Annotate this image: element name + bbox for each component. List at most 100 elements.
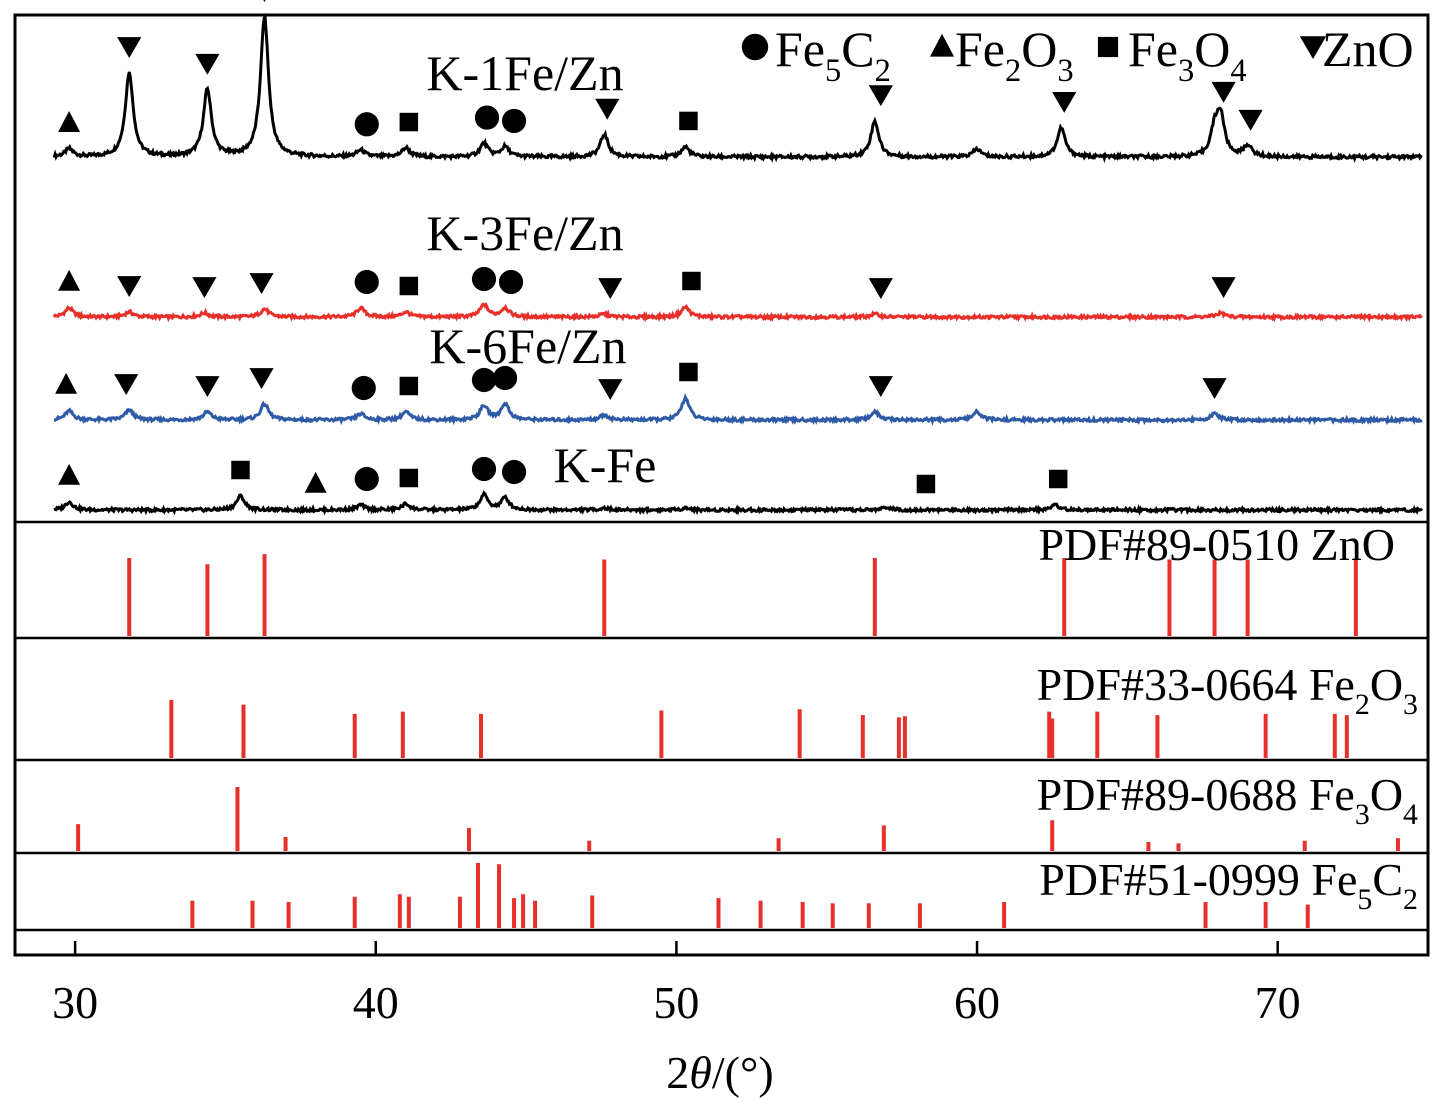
- phase-marker-circle: [492, 365, 518, 391]
- phase-marker-triangle-down: [114, 374, 139, 395]
- reference-label-part: 3: [1355, 798, 1370, 831]
- legend-item: ZnO: [1299, 21, 1414, 77]
- legend-item: Fe5C2: [741, 21, 891, 89]
- legend-label-part: 3: [1178, 53, 1194, 89]
- phase-marker-circle: [501, 108, 527, 134]
- legend-label-part: 4: [1230, 53, 1246, 89]
- x-tick-label: 50: [653, 977, 699, 1028]
- reference-label-part: PDF#51-0999 Fe: [1039, 854, 1357, 905]
- phase-marker-square: [679, 362, 698, 382]
- diffraction-curve: [53, 490, 1424, 516]
- phase-marker-circle: [354, 112, 379, 137]
- reference-label-part: PDF#89-0510 ZnO: [1038, 519, 1395, 570]
- reference-label-part: PDF#33-0664 Fe: [1037, 659, 1355, 710]
- legend-label: Fe3O4: [1128, 21, 1247, 89]
- legend-marker-triangle-down: [1299, 36, 1327, 59]
- x-tick-label: 40: [353, 977, 399, 1028]
- phase-marker-triangle-down: [868, 85, 893, 107]
- phase-marker-square: [399, 112, 419, 132]
- diffraction-series: K-1Fe/Zn: [52, 0, 1423, 164]
- legend-label-part: Fe: [1128, 21, 1178, 77]
- phase-marker-triangle-up: [58, 111, 81, 132]
- phase-marker-triangle-down: [595, 98, 620, 120]
- x-tick-label: 60: [954, 977, 1000, 1028]
- phase-marker-triangle-down: [195, 53, 220, 75]
- phase-marker-triangle-down: [1211, 81, 1236, 103]
- x-axis-title-part: 2: [666, 1047, 689, 1098]
- reference-label-part: PDF#89-0688 Fe: [1037, 769, 1355, 820]
- phase-marker-circle: [471, 367, 497, 393]
- legend-label-part: 2: [875, 53, 891, 89]
- phase-marker-triangle-down: [249, 368, 274, 389]
- reference-pattern: PDF#89-0510 ZnO: [127, 519, 1395, 636]
- legend-marker-square: [1097, 36, 1119, 58]
- reference-label-part: 3: [1403, 688, 1418, 721]
- reference-label-part: 4: [1403, 798, 1418, 831]
- phase-marker-triangle-down: [868, 278, 893, 299]
- reference-label-part: C: [1372, 854, 1403, 905]
- phase-marker-square: [399, 468, 419, 488]
- phase-marker-triangle-down: [1211, 277, 1236, 298]
- phase-marker-triangle-down: [117, 37, 142, 58]
- phase-marker-square: [399, 276, 419, 296]
- phase-marker-triangle-down: [192, 277, 217, 298]
- legend-label-part: O: [1194, 21, 1230, 77]
- legend: Fe5C2 Fe2O3 Fe3O4 ZnO: [741, 21, 1414, 89]
- diffraction-curve: [52, 12, 1423, 164]
- x-tick-label: 30: [52, 977, 98, 1028]
- legend-marker-triangle-up: [930, 33, 954, 57]
- legend-label-part: ZnO: [1322, 21, 1414, 77]
- series-label: K-1Fe/Zn: [426, 45, 623, 101]
- series-label: K-3Fe/Zn: [426, 205, 623, 261]
- reference-label-part: 2: [1403, 883, 1418, 916]
- phase-marker-triangle-down: [195, 376, 220, 397]
- reference-label: PDF#51-0999 Fe5C2: [1039, 854, 1418, 916]
- reference-pattern: PDF#51-0999 Fe5C2: [190, 854, 1418, 928]
- x-axis-title-part: θ: [689, 1047, 712, 1098]
- legend-label: Fe2O3: [955, 21, 1074, 89]
- x-tick-label: 70: [1255, 977, 1301, 1028]
- x-axis-title-part: /(°): [712, 1047, 774, 1098]
- diffraction-curve: [53, 393, 1423, 426]
- phase-marker-triangle-down: [1238, 109, 1263, 131]
- legend-marker-circle: [741, 33, 769, 61]
- legend-item: Fe3O4: [1097, 21, 1247, 89]
- reference-label: PDF#89-0688 Fe3O4: [1037, 769, 1418, 831]
- plot-border: [13, 13, 1430, 957]
- legend-label-part: Fe: [775, 21, 825, 77]
- legend-label: ZnO: [1322, 21, 1414, 77]
- phase-marker-square: [682, 271, 701, 291]
- phase-marker-triangle-up: [55, 372, 78, 394]
- legend-label-part: 5: [825, 53, 841, 89]
- reference-label: PDF#33-0664 Fe2O3: [1037, 659, 1418, 721]
- phase-marker-square: [1048, 469, 1068, 489]
- phase-marker-triangle-down: [598, 379, 623, 400]
- reference-label-part: O: [1370, 769, 1403, 820]
- phase-marker-triangle-up: [304, 471, 327, 493]
- diffraction-series: K-6Fe/Zn: [53, 318, 1423, 426]
- phase-marker-triangle-down: [598, 278, 623, 299]
- phase-marker-triangle-down: [868, 376, 893, 397]
- phase-marker-triangle-down: [1052, 91, 1077, 113]
- legend-label-part: 2: [1005, 53, 1021, 89]
- legend-label-part: Fe: [955, 21, 1005, 77]
- legend-label-part: C: [841, 21, 874, 77]
- phase-marker-triangle-up: [58, 463, 81, 485]
- phase-marker-triangle-down: [263, 0, 266, 2]
- phase-marker-circle: [498, 269, 524, 295]
- diffraction-series: K-3Fe/Zn: [52, 205, 1423, 323]
- reference-label-part: O: [1370, 659, 1403, 710]
- diffraction-series: K-Fe: [53, 437, 1424, 516]
- reference-label: PDF#89-0510 ZnO: [1038, 519, 1395, 570]
- phase-marker-square: [399, 376, 419, 396]
- phase-marker-circle: [471, 266, 497, 292]
- x-axis-title: 2θ/(°): [666, 1047, 773, 1098]
- reference-pattern: PDF#89-0688 Fe3O4: [76, 769, 1418, 851]
- plot-frame: [13, 13, 1430, 957]
- phase-marker-circle: [354, 269, 379, 295]
- phase-marker-square: [231, 460, 250, 480]
- legend-label-part: O: [1021, 21, 1057, 77]
- phase-marker-triangle-down: [249, 273, 274, 294]
